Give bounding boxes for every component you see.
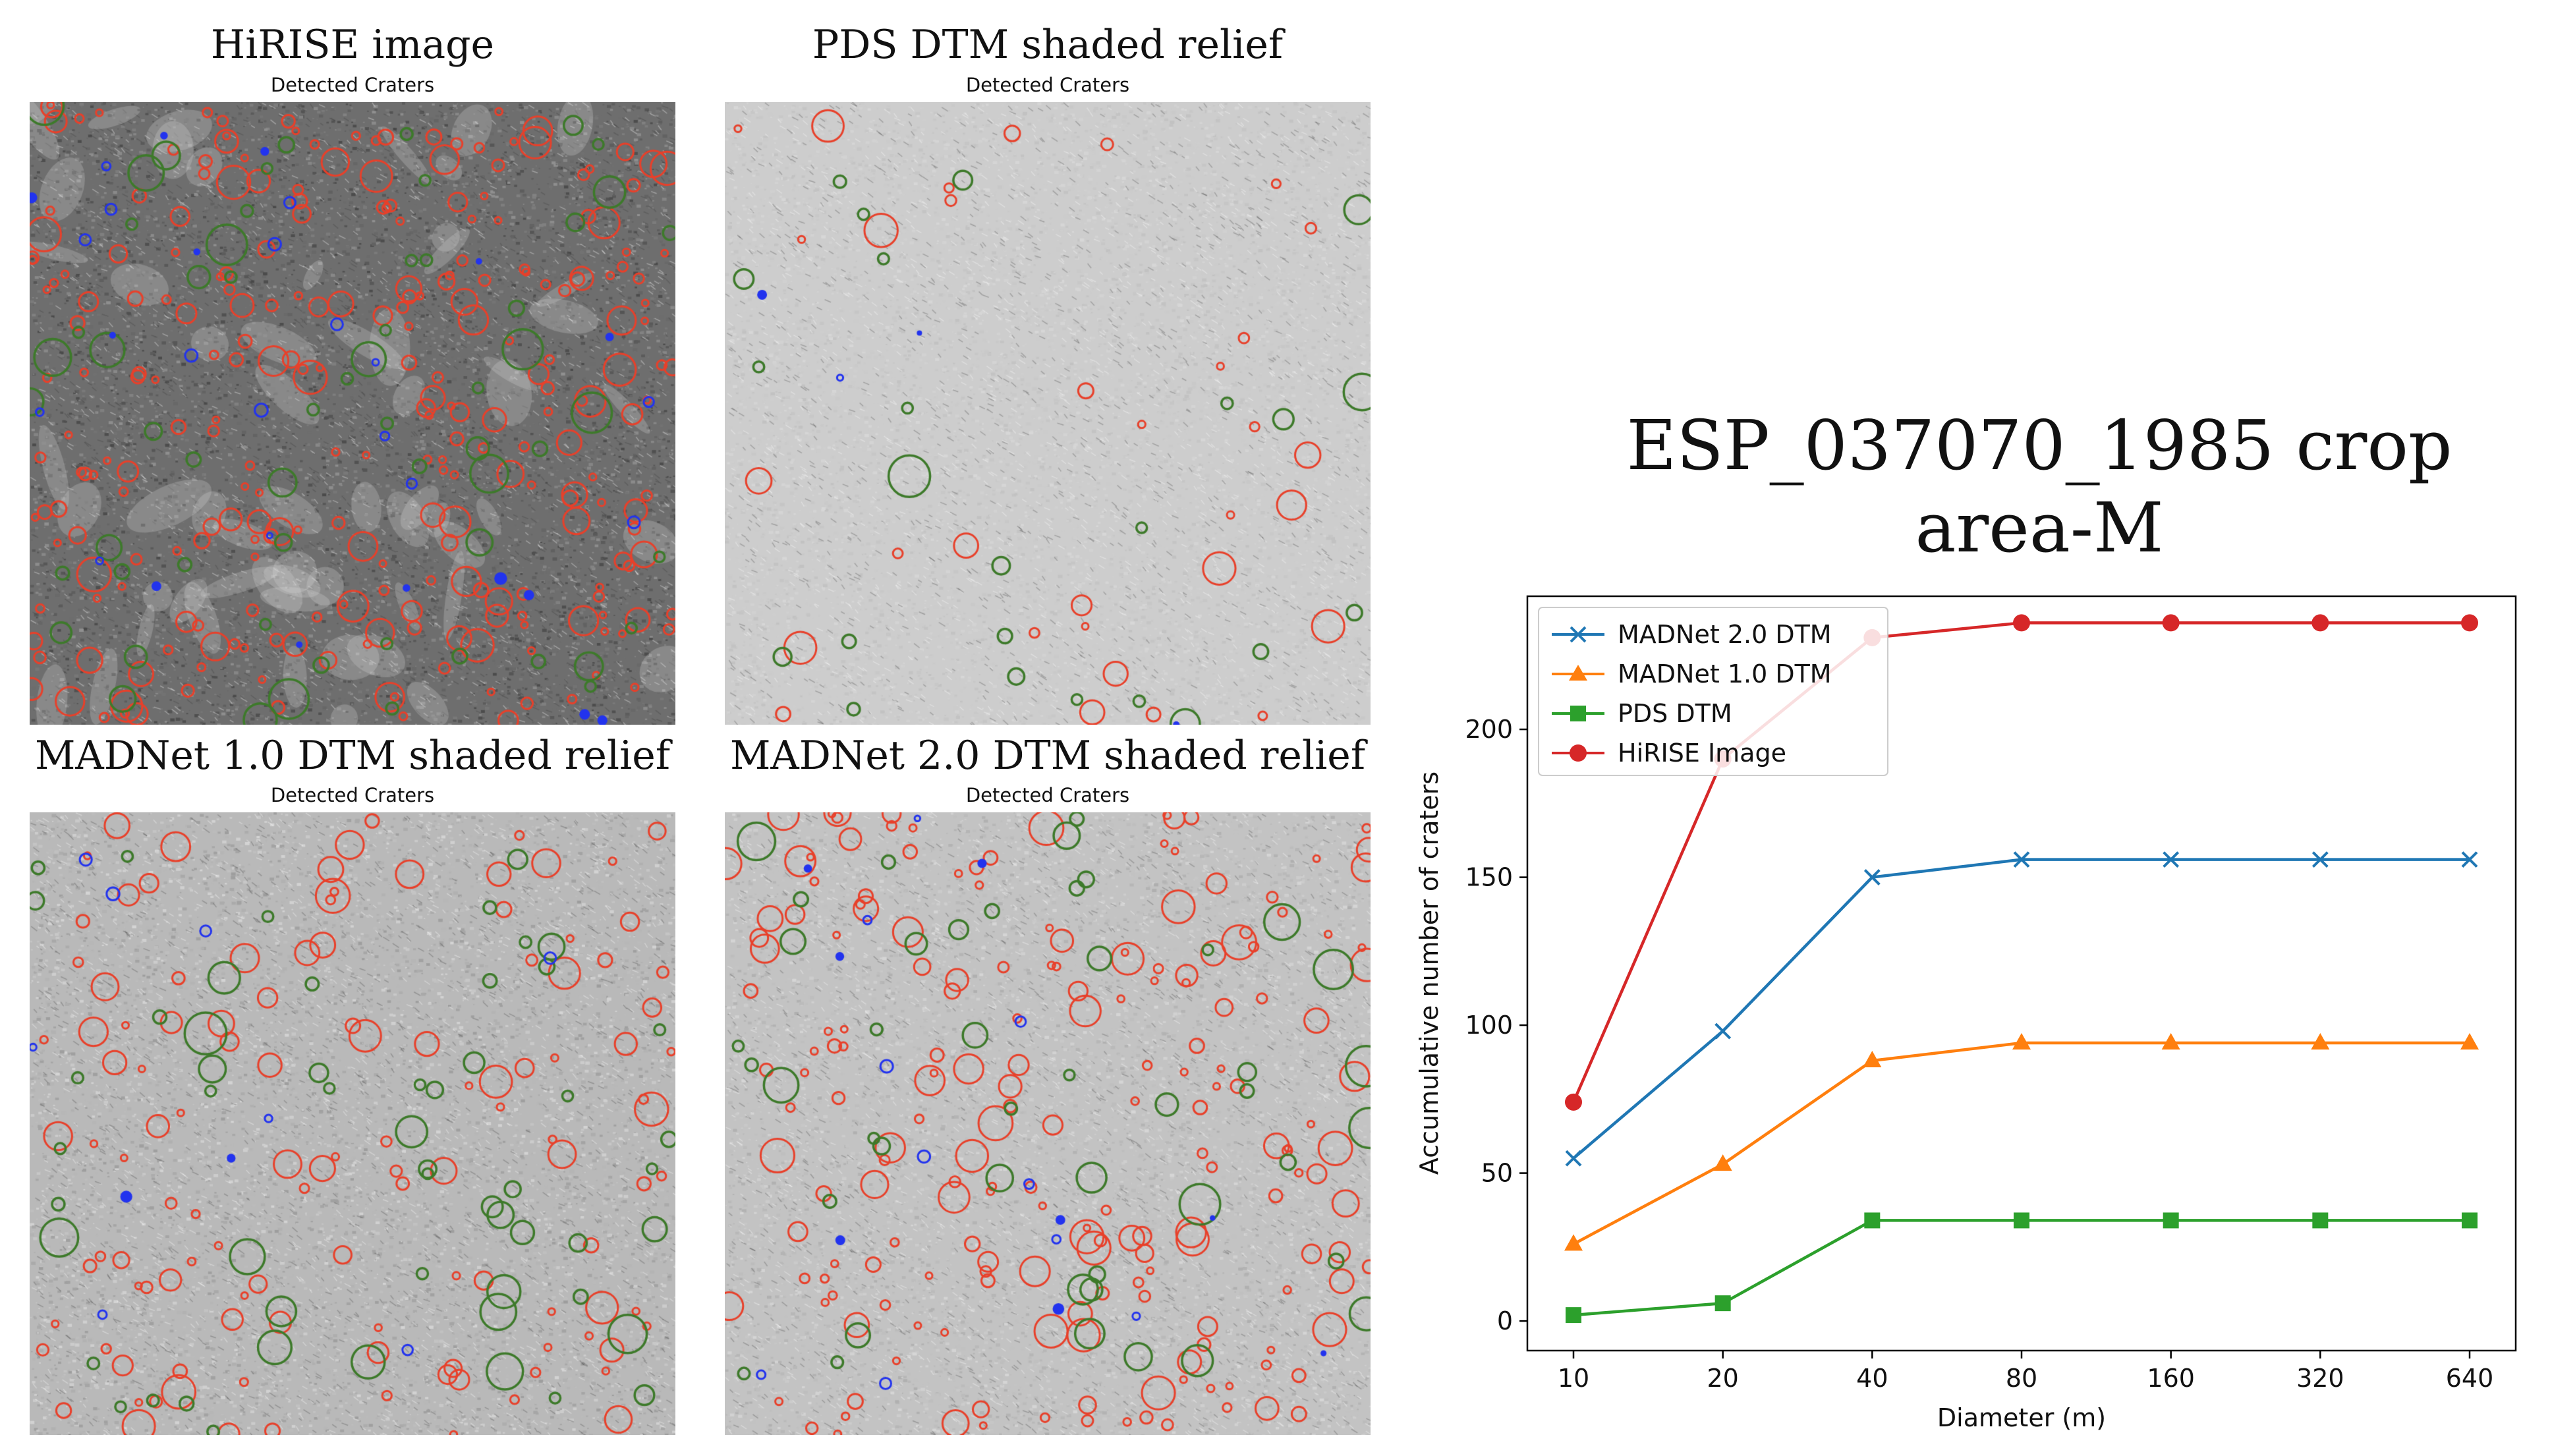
data-point — [1565, 1150, 1582, 1167]
x-axis-label: Diameter (m) — [1937, 1403, 2106, 1432]
data-point — [2461, 614, 2478, 632]
hirise-crater-image — [30, 102, 675, 725]
data-point — [2162, 614, 2180, 632]
x-tick-label: 320 — [2296, 1364, 2344, 1393]
data-point — [2461, 851, 2478, 868]
chart-title-line2: area-M — [1915, 488, 2164, 568]
legend-label-madnet1: MADNet 1.0 DTM — [1618, 659, 1832, 688]
data-point — [2014, 1212, 2029, 1229]
data-point — [2163, 851, 2180, 868]
x-tick-label: 640 — [2446, 1364, 2494, 1393]
panel-title-pds: PDS DTM shaded relief — [812, 22, 1284, 68]
data-point — [1864, 1212, 1881, 1229]
data-point — [1565, 1093, 1582, 1111]
data-point — [2013, 851, 2030, 868]
x-axis-ticks: 10 20 40 80 160 320 640 — [1558, 1351, 2493, 1393]
panel-subtitle-madnet2: Detected Craters — [965, 784, 1130, 806]
x-tick-label: 10 — [1558, 1364, 1589, 1393]
x-tick-label: 80 — [2006, 1364, 2037, 1393]
data-point — [2311, 1033, 2330, 1050]
data-point — [1863, 869, 1881, 885]
panel-subtitle-madnet1: Detected Craters — [270, 784, 435, 806]
y-axis-label: Accumulative number of craters — [1415, 771, 1444, 1175]
legend-label-madnet2: MADNet 2.0 DTM — [1618, 620, 1832, 649]
panel-title-madnet2: MADNet 2.0 DTM shaded relief — [729, 733, 1366, 779]
y-tick-label: 200 — [1465, 715, 1513, 744]
legend-label-hirise: HiRISE Image — [1618, 739, 1786, 768]
data-point — [1713, 1154, 1732, 1171]
y-tick-label: 150 — [1465, 863, 1513, 892]
data-point — [2462, 1212, 2478, 1229]
data-point — [2161, 1033, 2180, 1050]
y-axis-ticks: 0 50 100 150 200 — [1465, 715, 1527, 1335]
madnet1-crater-image — [30, 812, 675, 1435]
data-point — [2163, 1212, 2179, 1229]
series-madnet-1-0-dtm — [1564, 1033, 2479, 1251]
data-point — [2013, 614, 2030, 632]
legend-marker-hirise — [1570, 744, 1587, 762]
data-point — [2312, 1212, 2329, 1229]
madnet2-crater-image — [725, 812, 1371, 1435]
data-point — [2012, 1033, 2031, 1050]
y-tick-label: 0 — [1497, 1306, 1513, 1335]
data-point — [2311, 614, 2329, 632]
crater-count-chart: 0 50 100 150 200 10 20 40 80 160 320 640 Diameter … — [1415, 595, 2517, 1432]
data-point — [1566, 1307, 1581, 1324]
data-point — [2311, 851, 2329, 868]
panel-title-madnet1: MADNet 1.0 DTM shaded relief — [34, 733, 671, 779]
data-point — [2460, 1033, 2479, 1050]
panel-title-hirise: HiRISE image — [210, 22, 495, 68]
data-point — [1863, 1050, 1882, 1067]
x-tick-label: 20 — [1707, 1364, 1738, 1393]
legend-marker-pds — [1570, 706, 1586, 721]
legend-frame — [1538, 607, 1888, 776]
series-madnet-2-0-dtm — [1565, 851, 2478, 1167]
chart-title-line1: ESP_037070_1985 crop — [1626, 405, 2452, 486]
data-point — [1564, 1234, 1583, 1251]
legend-label-pds: PDS DTM — [1618, 699, 1732, 728]
data-point — [1714, 1295, 1731, 1312]
legend-marker-madnet2 — [1570, 626, 1587, 643]
panel-subtitle-hirise: Detected Craters — [270, 74, 435, 96]
y-tick-label: 50 — [1481, 1159, 1513, 1188]
x-tick-label: 160 — [2147, 1364, 2195, 1393]
data-point — [1714, 1022, 1732, 1040]
panel-subtitle-pds: Detected Craters — [965, 74, 1130, 96]
x-tick-label: 40 — [1856, 1364, 1888, 1393]
series-pds-dtm — [1566, 1212, 2478, 1324]
y-tick-label: 100 — [1465, 1011, 1513, 1040]
pds-crater-image — [725, 102, 1371, 725]
legend: MADNet 2.0 DTM MADNet 1.0 DTM PDS DTM Hi… — [1538, 607, 1888, 776]
legend-marker-madnet1 — [1569, 665, 1587, 681]
